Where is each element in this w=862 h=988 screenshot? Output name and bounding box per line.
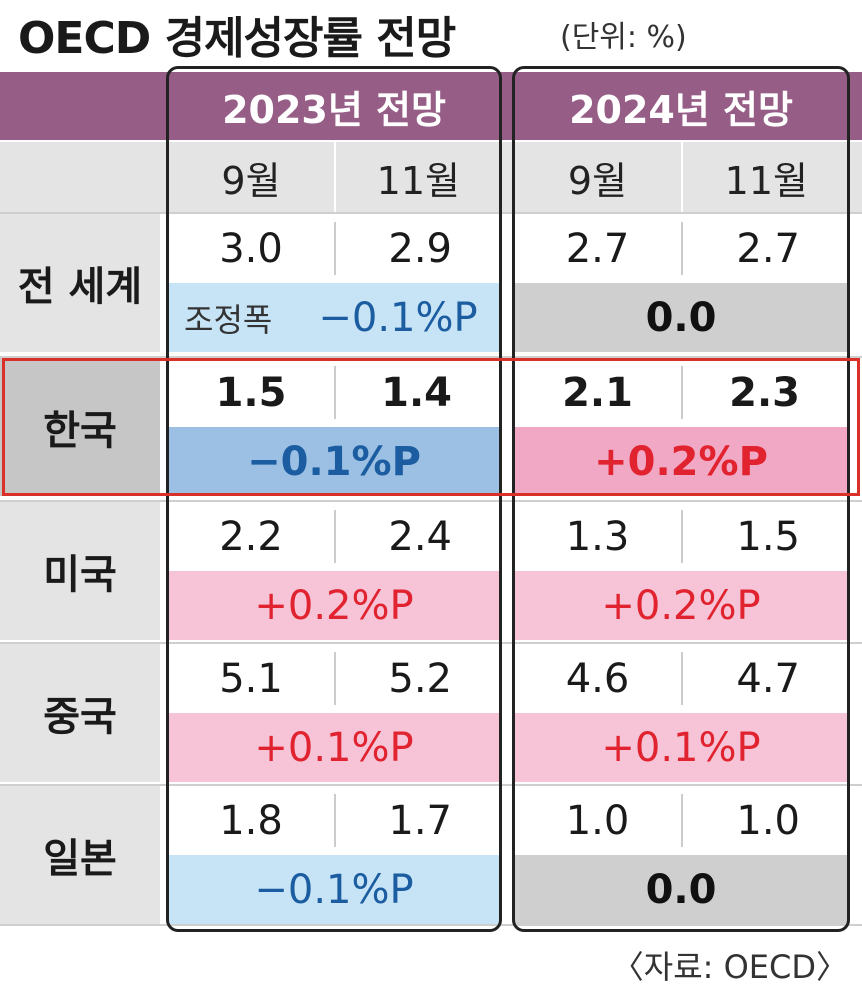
- value: 1.8: [219, 797, 283, 844]
- value: 1.5: [736, 513, 800, 560]
- row-label: 중국: [0, 644, 160, 782]
- row-separator: [0, 356, 862, 358]
- change-band: [168, 427, 500, 496]
- divider: [681, 366, 683, 419]
- change: −0.1%P: [318, 294, 478, 341]
- divider: [334, 142, 336, 212]
- change: 0.0: [645, 866, 717, 913]
- unit: (단위: %): [560, 20, 687, 55]
- change-band: [168, 283, 500, 352]
- month: 11월: [376, 158, 460, 203]
- highlight-frame: [2, 358, 860, 496]
- divider: [681, 794, 683, 847]
- change-band: [168, 855, 500, 924]
- group-header: 2023년 전망: [222, 87, 446, 132]
- change-band: [514, 713, 848, 782]
- change-band: [514, 571, 848, 640]
- group-frame: [512, 66, 850, 932]
- title: OECD 경제성장률 전망: [18, 13, 456, 64]
- row-separator: [0, 500, 862, 502]
- divider: [334, 510, 336, 563]
- row-label: 한국: [0, 358, 160, 496]
- value: 1.3: [565, 513, 630, 560]
- value: 1.0: [565, 797, 630, 844]
- change: −0.1%P: [247, 438, 421, 485]
- value: 1.4: [381, 369, 452, 416]
- divider: [681, 652, 683, 705]
- divider: [681, 142, 683, 212]
- row-separator: [0, 212, 862, 214]
- row-separator: [0, 784, 862, 786]
- month: 9월: [567, 158, 628, 203]
- divider: [334, 222, 336, 275]
- value: 2.7: [565, 225, 630, 272]
- change: +0.2%P: [254, 582, 414, 629]
- divider: [334, 366, 336, 419]
- header-band: [0, 72, 862, 140]
- value: 5.1: [219, 655, 283, 702]
- row-label: 미국: [0, 502, 160, 640]
- value: 2.4: [388, 513, 452, 560]
- value: 2.3: [729, 369, 800, 416]
- divider: [681, 222, 683, 275]
- change: +0.2%P: [601, 582, 761, 629]
- value: 3.0: [219, 225, 283, 272]
- value: 4.6: [565, 655, 630, 702]
- value: 1.0: [736, 797, 800, 844]
- change-band: [514, 855, 848, 924]
- change-band: [168, 571, 500, 640]
- value: 2.9: [388, 225, 452, 272]
- divider: [681, 510, 683, 563]
- group-header: 2024년 전망: [569, 87, 793, 132]
- value: 5.2: [388, 655, 452, 702]
- month: 9월: [221, 158, 281, 203]
- row-separator: [0, 642, 862, 644]
- change: 0.0: [645, 294, 717, 341]
- change-band: [514, 283, 848, 352]
- row-separator: [0, 924, 862, 926]
- value: 4.7: [736, 655, 800, 702]
- row-label: 일본: [0, 786, 160, 924]
- value: 2.7: [736, 225, 800, 272]
- value: 2.1: [562, 369, 633, 416]
- row-label: 전 세계: [0, 214, 160, 352]
- group-frame: [166, 66, 502, 932]
- month-band: [0, 142, 862, 212]
- divider: [334, 652, 336, 705]
- divider: [334, 794, 336, 847]
- source: 〈자료: OECD〉: [611, 948, 848, 986]
- change: −0.1%P: [254, 866, 414, 913]
- change-band: [168, 713, 500, 782]
- value: 1.7: [388, 797, 452, 844]
- change: +0.1%P: [601, 724, 761, 771]
- change: +0.1%P: [254, 724, 414, 771]
- change: +0.2%P: [594, 438, 768, 485]
- month: 11월: [724, 158, 808, 203]
- value: 1.5: [215, 369, 287, 416]
- change-note: 조정폭: [184, 300, 273, 339]
- value: 2.2: [219, 513, 283, 560]
- change-band: [514, 427, 848, 496]
